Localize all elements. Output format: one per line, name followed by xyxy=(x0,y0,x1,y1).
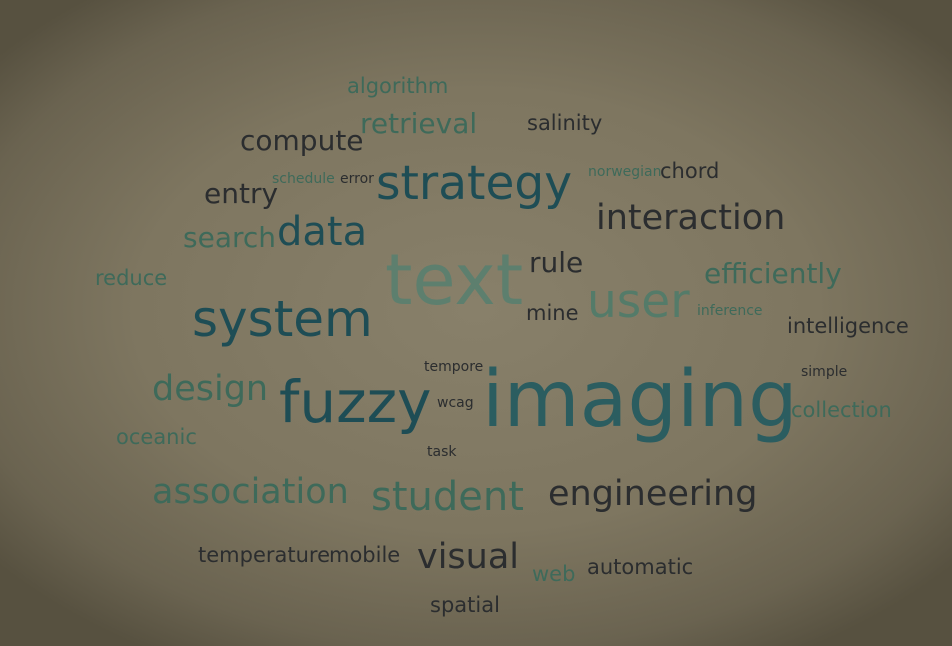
word-system: system xyxy=(192,290,373,348)
word-compute: compute xyxy=(240,124,364,157)
word-retrieval: retrieval xyxy=(360,107,478,140)
word-algorithm: algorithm xyxy=(347,74,449,98)
word-efficiently: efficiently xyxy=(704,257,842,290)
word-user: user xyxy=(587,274,690,329)
word-data: data xyxy=(277,209,368,255)
word-inference: inference xyxy=(697,303,763,319)
word-tempore: tempore xyxy=(424,359,484,375)
word-search: search xyxy=(183,221,277,254)
word-entry: entry xyxy=(204,177,279,210)
word-norwegian: norwegian xyxy=(588,164,662,180)
word-web: web xyxy=(532,562,576,586)
word-association: association xyxy=(152,472,349,512)
word-interaction: interaction xyxy=(596,198,786,238)
word-chord: chord xyxy=(660,159,720,183)
word-visual: visual xyxy=(417,537,520,577)
word-schedule: schedule xyxy=(272,171,335,187)
word-collection: collection xyxy=(791,398,892,422)
word-wcag: wcag xyxy=(437,395,474,411)
word-design: design xyxy=(152,369,269,409)
word-salinity: salinity xyxy=(527,111,603,135)
word-error: error xyxy=(340,171,374,187)
word-automatic: automatic xyxy=(587,555,694,579)
word-mobile: mobile xyxy=(329,543,401,567)
word-engineering: engineering xyxy=(548,474,758,514)
word-simple: simple xyxy=(801,364,848,380)
word-fuzzy: fuzzy xyxy=(279,368,432,436)
word-mine: mine xyxy=(526,301,579,325)
word-spatial: spatial xyxy=(430,593,500,617)
word-imaging: imaging xyxy=(482,355,798,445)
word-task: task xyxy=(427,444,457,460)
word-strategy: strategy xyxy=(376,156,573,211)
word-oceanic: oceanic xyxy=(116,425,197,449)
word-rule: rule xyxy=(529,246,584,279)
word-reduce: reduce xyxy=(95,266,168,290)
word-temperature: temperature xyxy=(198,543,330,567)
word-intelligence: intelligence xyxy=(787,314,909,338)
word-student: student xyxy=(371,474,524,520)
word-text: text xyxy=(385,239,524,321)
